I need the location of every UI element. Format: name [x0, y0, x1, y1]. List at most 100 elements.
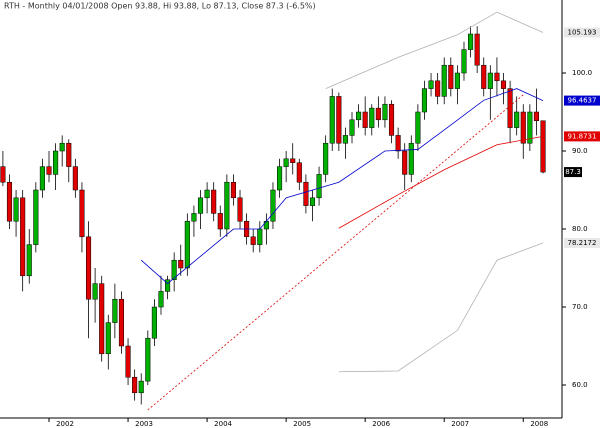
overlay-line: [325, 11, 544, 89]
candle-body: [250, 236, 256, 245]
x-tick-label: 2002: [56, 420, 74, 428]
candle-body: [99, 283, 105, 355]
candle-body: [369, 107, 375, 128]
candle-body: [448, 64, 454, 89]
candle-body: [283, 158, 289, 167]
candle-body: [237, 197, 243, 222]
y-tick-label: 100.0: [572, 69, 592, 77]
candle-body: [171, 259, 177, 280]
candle-body: [309, 197, 316, 206]
candle-body: [92, 283, 98, 300]
candle-body: [468, 33, 474, 50]
end-label-box: [564, 95, 600, 106]
candle-body: [0, 166, 6, 183]
candle-body: [349, 119, 355, 136]
candle-body: [323, 142, 329, 175]
candle-body: [46, 166, 52, 175]
candle-body: [421, 88, 428, 113]
x-tick-label: 2004: [214, 420, 232, 428]
candle-body: [527, 111, 533, 144]
candle-body: [362, 111, 368, 128]
candle-body: [39, 166, 45, 191]
y-tick-label: 80.0: [572, 225, 588, 233]
end-label-box: [564, 27, 600, 38]
end-label-box: [564, 131, 600, 142]
candle-body: [79, 189, 85, 238]
candle-body: [59, 142, 65, 152]
candle-body: [270, 189, 276, 222]
candle-body: [494, 72, 500, 82]
end-label: 105.193: [568, 29, 597, 37]
candle-body: [514, 111, 520, 128]
candle-body: [6, 181, 13, 222]
candle-body: [303, 181, 309, 206]
end-label: 78.2172: [568, 239, 597, 247]
candle-body: [26, 244, 32, 277]
overlay-line: [338, 242, 544, 373]
overlay-line: [140, 88, 544, 285]
candle-body: [336, 96, 342, 144]
chart-title: RTH - Monthly 04/01/2008 Open 93.88, Hi …: [4, 2, 316, 11]
end-label: 96.4637: [568, 97, 597, 105]
candle-body: [33, 189, 39, 245]
candle-body: [138, 380, 144, 394]
candle-body: [520, 111, 526, 144]
y-tick-label: 70.0: [572, 303, 588, 311]
candle-body: [461, 49, 467, 74]
candle-body: [230, 181, 236, 199]
x-tick-label: 2003: [135, 420, 153, 428]
candle-body: [53, 150, 59, 175]
candle-body: [533, 111, 539, 121]
candle-body: [20, 197, 26, 277]
candle-body: [395, 135, 401, 152]
candle-body: [474, 33, 480, 66]
candle-body: [105, 322, 111, 355]
candle-body: [428, 80, 434, 89]
candle-body: [388, 103, 395, 136]
candle-body: [165, 279, 171, 292]
end-label-box: [564, 237, 600, 248]
candle-body: [118, 298, 125, 347]
overlay-line: [338, 136, 544, 229]
candle-body: [197, 197, 204, 214]
candle-body: [415, 111, 421, 144]
candle-body: [66, 142, 72, 167]
candle-body: [329, 96, 335, 144]
candle-body: [184, 220, 190, 269]
candle-body: [296, 162, 302, 183]
candle-body: [441, 64, 447, 97]
overlay-line: [147, 94, 524, 411]
y-tick-label: 60.0: [572, 381, 588, 389]
candle-body: [356, 111, 362, 121]
candle-body: [112, 298, 118, 323]
candle-body: [178, 259, 184, 269]
candle-body: [224, 181, 230, 230]
candle-body: [487, 72, 493, 89]
end-label: 91.8731: [568, 132, 597, 140]
candle-body: [125, 345, 131, 378]
candle-body: [481, 64, 487, 89]
candle-body: [145, 337, 151, 382]
close-label: 87.3: [565, 168, 581, 176]
candle-body: [257, 228, 263, 245]
candle-body: [72, 166, 78, 191]
y-tick-label: 90.0: [572, 147, 588, 155]
close-label-box: [564, 167, 582, 178]
candle-body: [191, 213, 197, 222]
candle-body: [507, 88, 513, 128]
candle-body: [211, 189, 217, 214]
candle-body: [85, 236, 92, 300]
candle-body: [204, 189, 210, 199]
candle-body: [540, 120, 546, 173]
candle-body: [382, 103, 388, 121]
candle-body: [151, 306, 157, 339]
candle-body: [277, 166, 283, 191]
candle-body: [375, 107, 381, 121]
candle-body: [158, 291, 164, 308]
candle-body: [454, 72, 460, 89]
candle-body: [132, 376, 138, 394]
candle-body: [342, 135, 348, 144]
x-tick-label: 2008: [530, 420, 548, 428]
